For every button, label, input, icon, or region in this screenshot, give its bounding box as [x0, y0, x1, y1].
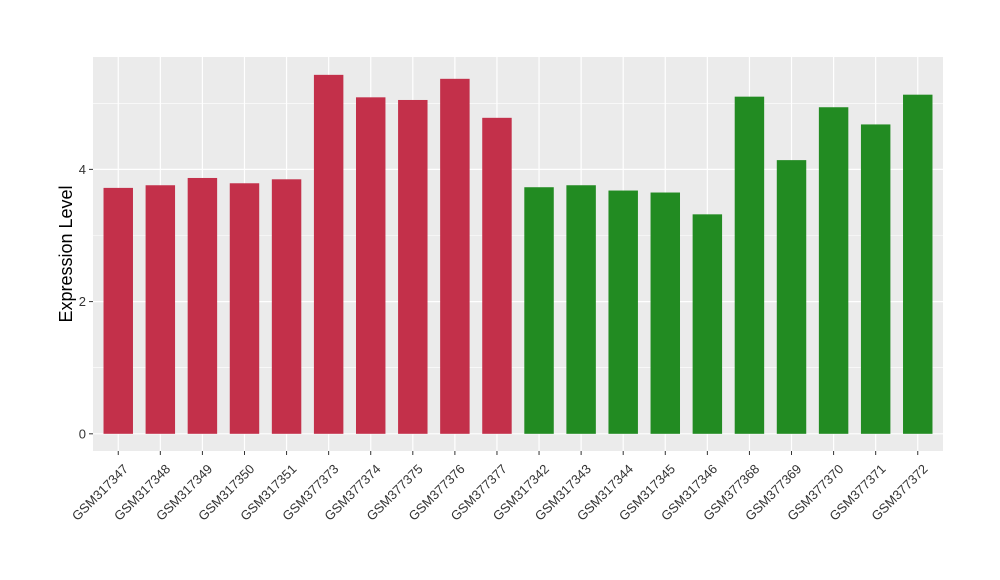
bar: [524, 187, 554, 434]
y-axis: 0 2 4: [79, 162, 93, 441]
bar: [355, 97, 386, 434]
bar: [608, 190, 638, 434]
bar: [398, 99, 428, 434]
bar: [271, 179, 302, 434]
x-axis: GSM317347GSM317348GSM317349GSM317350GSM3…: [69, 451, 931, 524]
bar: [440, 78, 470, 434]
bar: [860, 124, 891, 434]
bar: [818, 107, 849, 434]
bar: [734, 96, 765, 434]
bar: [692, 214, 723, 434]
bar: [650, 192, 681, 434]
bar: [145, 185, 176, 434]
bar: [313, 74, 344, 434]
bar: [103, 187, 133, 434]
plot-panel: [93, 57, 943, 451]
y-tick-label: 0: [79, 426, 86, 441]
bars: [103, 74, 933, 434]
y-axis-title: Expression Level: [56, 185, 76, 322]
bar: [187, 177, 218, 434]
y-tick-label: 2: [79, 294, 86, 309]
bar: [566, 185, 596, 434]
bar: [482, 117, 512, 434]
bar: [776, 160, 807, 434]
bar: [903, 94, 933, 434]
bar: [229, 183, 260, 434]
y-tick-label: 4: [79, 162, 86, 177]
